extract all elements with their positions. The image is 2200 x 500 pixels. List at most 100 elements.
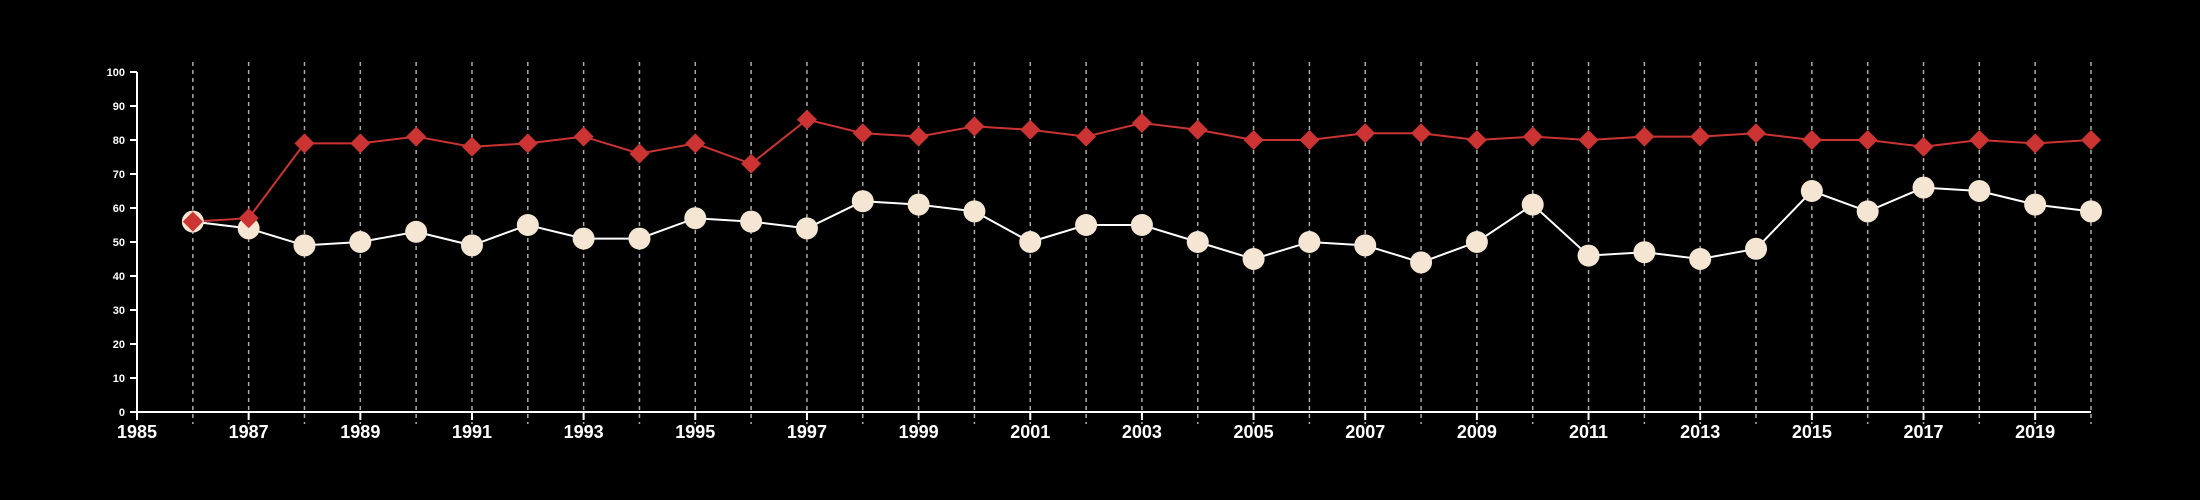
series-1-point-1999	[907, 193, 930, 216]
series-1-point-2006	[1298, 231, 1321, 253]
series-0-point-1998	[852, 123, 873, 144]
series-0-point-2007	[1355, 123, 1376, 144]
series-1-point-2008	[1410, 251, 1433, 274]
series-0-point-2003	[1131, 113, 1152, 133]
series-1-point-2010	[1521, 193, 1544, 216]
series-1-point-1993	[572, 227, 595, 250]
x-tick-label-1987: 1987	[229, 422, 269, 442]
y-tick-label-0: 0	[119, 407, 125, 419]
series-0-point-1997	[796, 109, 817, 130]
series-0-point-2000	[964, 116, 985, 137]
series-1-point-2004	[1186, 231, 1209, 253]
series-1-point-1991	[460, 234, 483, 257]
series-1-point-2012	[1633, 241, 1656, 264]
series-0-point-2018	[1969, 130, 1990, 150]
series-1-point-2013	[1689, 248, 1712, 270]
x-tick-label-2019: 2019	[2015, 422, 2055, 442]
series-0-point-1999	[908, 126, 929, 147]
series-0-point-1993	[573, 126, 594, 147]
series-0-point-1991	[461, 136, 482, 157]
series-0-point-2014	[1746, 123, 1767, 144]
y-tick-label-50: 50	[113, 237, 125, 249]
series-0-point-1995	[685, 133, 706, 154]
x-tick-label-2015: 2015	[1792, 422, 1832, 442]
series-1-point-1997	[795, 217, 818, 240]
y-tick-label-20: 20	[113, 339, 125, 351]
x-tick-label-1999: 1999	[899, 422, 939, 442]
series-0-point-1996	[741, 153, 762, 174]
series-1-point-2005	[1242, 248, 1265, 270]
series-1-point-1989	[349, 231, 372, 253]
series-0-point-2013	[1690, 126, 1711, 147]
series-0-point-2012	[1634, 126, 1655, 147]
series-0-point-2011	[1578, 130, 1599, 150]
series-0-point-2002	[1076, 126, 1097, 147]
y-tick-label-60: 60	[113, 203, 125, 215]
series-0-point-1988	[294, 133, 315, 154]
series-0-point-1990	[406, 126, 427, 147]
series-1-point-1990	[405, 220, 428, 243]
y-tick-label-80: 80	[113, 135, 125, 147]
axes: 0 10 20 30 40 50 60 70 80 90 100 1985 1987 1989 1991 19…	[107, 67, 2091, 442]
series-1-point-2009	[1465, 231, 1488, 253]
series-1-point-2017	[1912, 176, 1935, 199]
series-1-point-2002	[1075, 214, 1098, 236]
series-0-point-2020	[2081, 130, 2101, 150]
y-tick-label-100: 100	[107, 67, 125, 79]
series-1-point-1988	[293, 234, 316, 257]
y-tick-label-70: 70	[113, 169, 125, 181]
x-tick-label-1985: 1985	[117, 422, 157, 442]
y-tick-label-30: 30	[113, 305, 125, 317]
series-0-point-2016	[1857, 130, 1878, 150]
y-tick-label-10: 10	[113, 373, 125, 385]
series-1-point-2019	[2024, 193, 2047, 216]
series-1-point-2011	[1577, 244, 1600, 267]
x-tick-label-2005: 2005	[1234, 422, 1274, 442]
series-1-point-2014	[1745, 237, 1768, 260]
series-group	[181, 109, 2102, 274]
x-tick-label-2001: 2001	[1010, 422, 1050, 442]
x-tick-label-1991: 1991	[452, 422, 492, 442]
series-1-point-1996	[740, 210, 763, 233]
x-tick-label-1997: 1997	[787, 422, 827, 442]
series-0-point-1986	[182, 211, 203, 232]
series-1-point-1987	[237, 217, 260, 240]
x-tick-label-2003: 2003	[1122, 422, 1162, 442]
series-1-point-2001	[1019, 231, 1042, 253]
series-0-point-2008	[1411, 123, 1432, 144]
y-tick-label-40: 40	[113, 271, 125, 283]
x-tick-label-1993: 1993	[564, 422, 604, 442]
series-1-point-2007	[1354, 234, 1377, 257]
x-tick-label-1995: 1995	[675, 422, 715, 442]
series-0-point-2006	[1299, 130, 1320, 150]
series-1-point-1992	[516, 214, 539, 236]
series-0-point-2015	[1801, 130, 1822, 150]
series-0-point-2009	[1466, 130, 1487, 150]
x-tick-label-1989: 1989	[340, 422, 380, 442]
series-0-point-2004	[1187, 119, 1208, 140]
series-1-point-2000	[963, 200, 986, 223]
series-0-point-1992	[517, 133, 538, 154]
x-tick-label-2009: 2009	[1457, 422, 1497, 442]
series-1-point-2016	[1856, 200, 1879, 223]
series-1-point-2020	[2080, 200, 2102, 223]
x-tick-label-2017: 2017	[1903, 422, 1943, 442]
series-1-point-2003	[1130, 214, 1153, 236]
series-1-point-1995	[684, 207, 707, 230]
series-0-point-2001	[1020, 119, 1041, 140]
series-1-point-2015	[1800, 180, 1823, 202]
series-0-point-2010	[1522, 126, 1543, 147]
series-0-point-2017	[1913, 136, 1934, 157]
series-1-point-2018	[1968, 180, 1991, 202]
series-0-point-1987	[238, 208, 259, 229]
series-0-point-2019	[2025, 133, 2046, 154]
series-0-point-1989	[350, 133, 371, 154]
x-tick-label-2013: 2013	[1680, 422, 1720, 442]
series-0-point-2005	[1243, 130, 1264, 150]
series-1-point-1994	[628, 227, 651, 250]
x-tick-label-2011: 2011	[1569, 422, 1608, 442]
series-1-point-1998	[851, 190, 874, 213]
series-0-point-1994	[629, 143, 650, 164]
